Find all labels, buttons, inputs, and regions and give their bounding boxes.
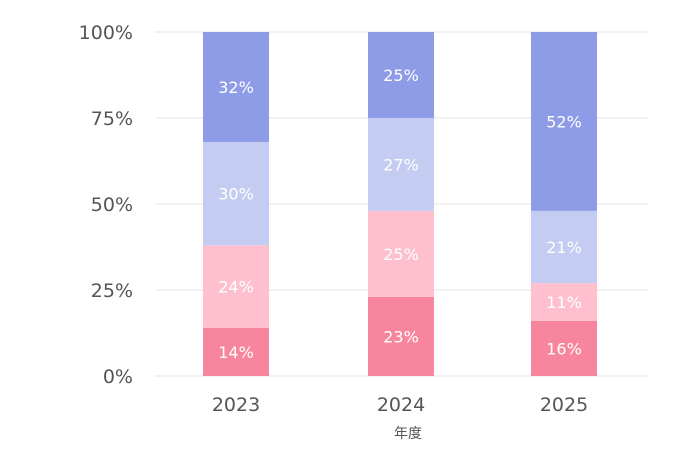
data-label: 27% <box>383 155 419 174</box>
bars <box>203 32 597 376</box>
y-tick-label: 50% <box>91 194 133 216</box>
x-tick-label: 2024 <box>377 394 425 416</box>
y-tick-label: 75% <box>91 108 133 130</box>
bar-segment <box>203 142 269 246</box>
y-tick-label: 100% <box>79 22 133 44</box>
bar-segment <box>531 283 597 321</box>
x-axis: 2023 2024 2025 <box>212 394 588 416</box>
y-tick-label: 0% <box>103 366 133 388</box>
bar-segment <box>368 32 434 118</box>
bar-segment <box>203 245 269 328</box>
data-label: 11% <box>546 293 582 312</box>
data-label: 30% <box>218 185 254 204</box>
bar-segment <box>531 32 597 211</box>
data-label: 14% <box>218 343 254 362</box>
data-label: 24% <box>218 278 254 297</box>
data-label: 21% <box>546 238 582 257</box>
x-tick-label: 2023 <box>212 394 260 416</box>
x-axis-title: 年度 <box>394 426 422 442</box>
bar-segment <box>203 327 269 376</box>
data-label: 16% <box>546 339 582 358</box>
y-tick-label: 25% <box>91 280 133 302</box>
data-label: 25% <box>383 66 419 85</box>
bar-segment <box>368 118 434 211</box>
bar-segment <box>368 296 434 376</box>
data-label: 25% <box>383 245 419 264</box>
y-axis: 0% 25% 50% 75% 100% <box>79 22 133 388</box>
bar-segment <box>368 210 434 297</box>
data-label: 52% <box>546 112 582 131</box>
x-tick-label: 2025 <box>540 394 588 416</box>
bar-segment <box>531 210 597 284</box>
data-labels: 14% 24% 30% 32% 23% 25% 27% 25% 16% 11% 21% 52% <box>218 66 582 362</box>
bar-segment <box>203 32 269 143</box>
data-label: 32% <box>218 78 254 97</box>
data-label: 23% <box>383 327 419 346</box>
bar-segment <box>531 320 597 376</box>
